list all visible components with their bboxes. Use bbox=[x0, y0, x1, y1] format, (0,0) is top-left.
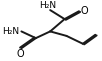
Text: H₂N: H₂N bbox=[2, 27, 19, 36]
Text: H₂N: H₂N bbox=[39, 1, 56, 10]
Text: O: O bbox=[80, 6, 88, 16]
Text: O: O bbox=[17, 49, 24, 59]
